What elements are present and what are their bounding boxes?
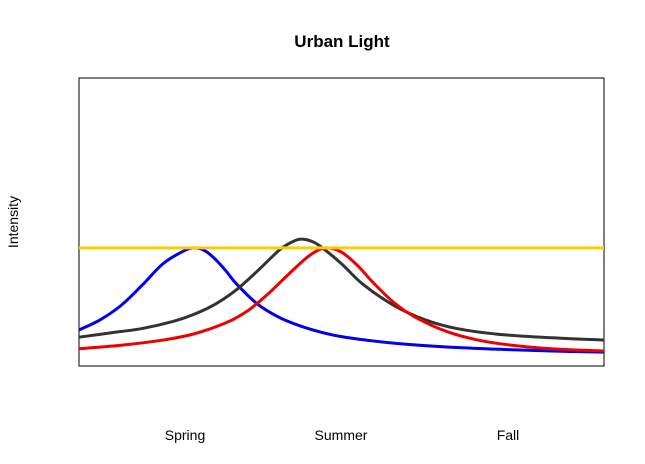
y-axis-label: Intensity (5, 196, 21, 248)
series-line-0 (78, 246, 605, 354)
x-tick-label-summer: Summer (315, 427, 368, 443)
chart-title: Urban Light (294, 32, 390, 51)
x-tick-label-fall: Fall (497, 427, 520, 443)
plot-frame (78, 77, 605, 367)
series-line-1 (78, 237, 605, 342)
x-tick-label-spring: Spring (165, 427, 205, 443)
series-layer (78, 237, 605, 354)
